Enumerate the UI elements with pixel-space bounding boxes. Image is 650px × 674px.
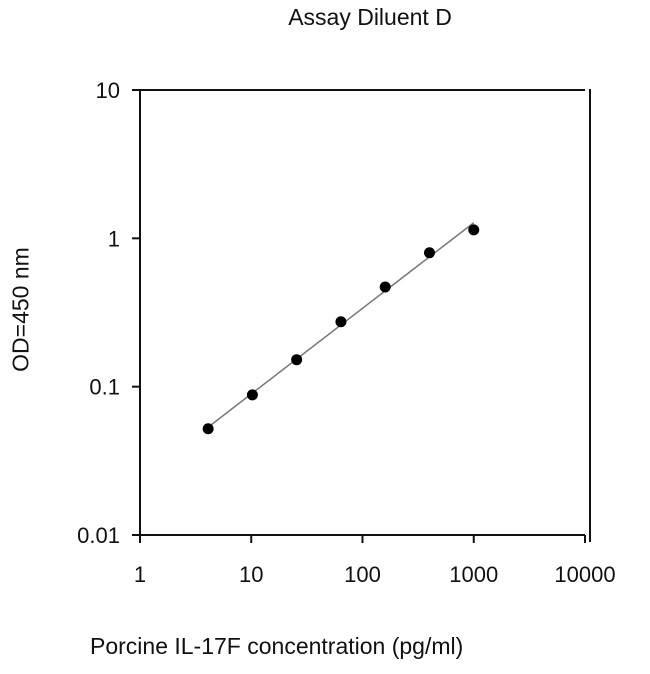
x-tick-label: 1	[134, 562, 146, 587]
data-point	[291, 354, 303, 366]
chart-title: Assay Diluent D	[288, 4, 452, 30]
data-point	[246, 389, 258, 401]
x-tick-label: 1000	[449, 562, 498, 587]
y-tick-label: 10	[96, 78, 120, 103]
x-axis-ticks: 1 10 100 1000 10000	[134, 535, 616, 587]
x-tick-label: 10	[239, 562, 263, 587]
y-axis-ticks: 10 1 0.1 0.01	[77, 78, 140, 548]
y-tick-label: 0.1	[89, 375, 120, 400]
data-point	[335, 316, 347, 328]
plot-frame	[135, 89, 591, 542]
y-tick-label: 1	[108, 226, 120, 251]
data-point	[379, 281, 391, 293]
data-points	[202, 224, 480, 435]
x-axis-label: Porcine IL-17F concentration (pg/ml)	[90, 633, 464, 659]
data-point	[468, 224, 480, 236]
x-tick-label: 100	[344, 562, 381, 587]
data-point	[423, 247, 435, 259]
x-tick-label: 10000	[554, 562, 615, 587]
data-point	[202, 423, 214, 435]
y-tick-label: 0.01	[77, 523, 120, 548]
